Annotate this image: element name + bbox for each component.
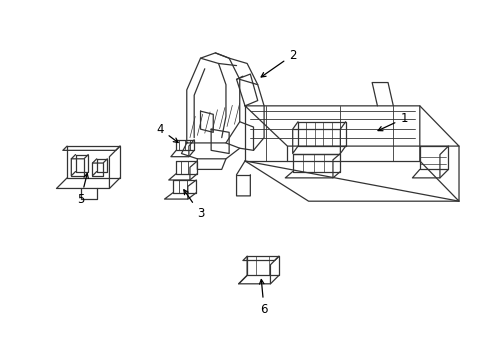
Text: 4: 4 [156, 123, 178, 143]
Text: 6: 6 [259, 279, 267, 316]
Text: 2: 2 [261, 49, 296, 77]
Text: 5: 5 [77, 174, 88, 206]
Text: 1: 1 [377, 112, 407, 131]
Text: 3: 3 [183, 190, 204, 220]
